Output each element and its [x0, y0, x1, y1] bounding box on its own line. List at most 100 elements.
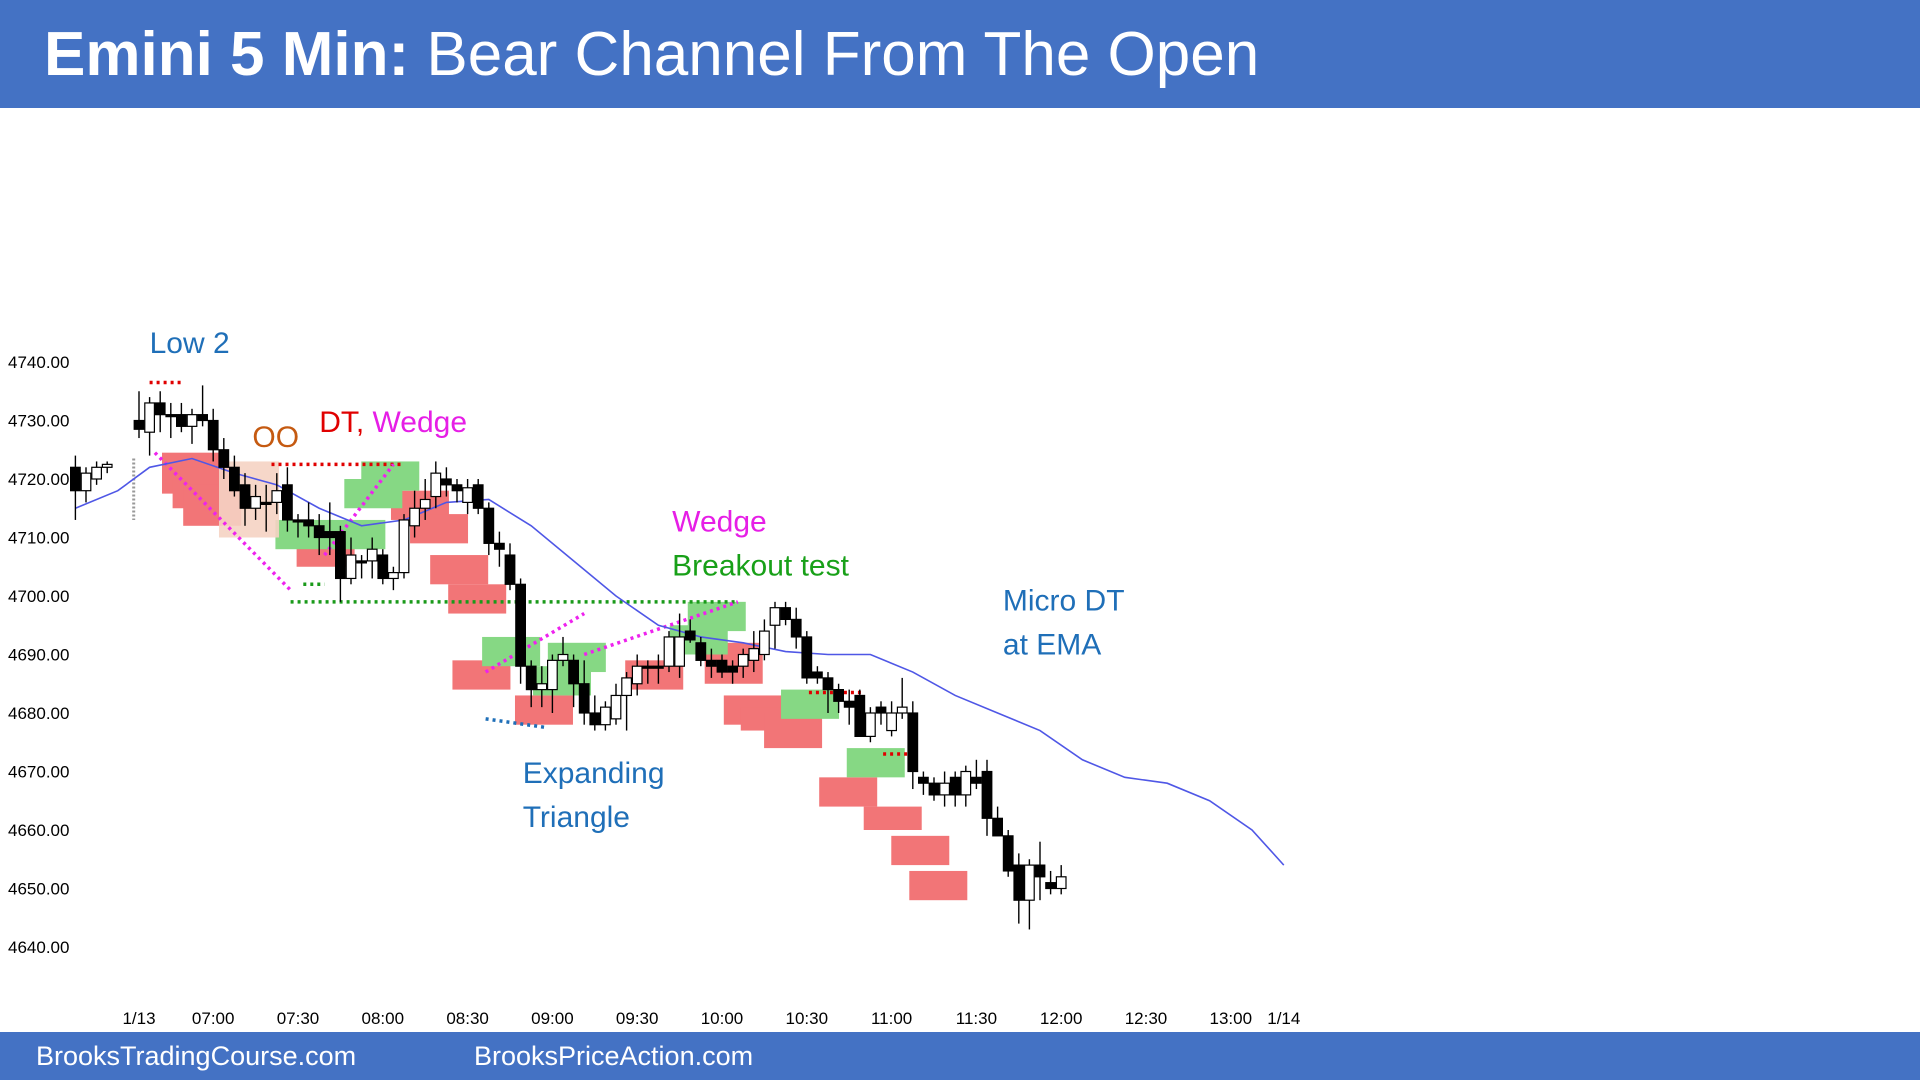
- candle: [1013, 853, 1025, 924]
- candle: [260, 484, 272, 532]
- candle-body: [388, 572, 399, 580]
- triangle-line: [485, 717, 548, 730]
- candle: [430, 461, 442, 509]
- candle: [875, 701, 887, 725]
- candle-body: [652, 665, 664, 669]
- candle: [504, 543, 516, 591]
- candle-body: [430, 472, 442, 498]
- candle-body: [1055, 876, 1067, 890]
- x-tick-label: 07:30: [277, 1009, 320, 1028]
- candle-body: [451, 484, 463, 492]
- signal-box: [514, 695, 573, 725]
- candle-body: [674, 636, 685, 667]
- candle: [917, 771, 929, 795]
- chart-annotation: Triangle: [523, 801, 630, 834]
- candle: [154, 391, 166, 433]
- title-bar: Emini 5 Min: Bear Channel From The Open: [0, 0, 1920, 108]
- x-tick-label: 10:00: [701, 1009, 744, 1028]
- candle: [1034, 841, 1046, 901]
- trend-lines: [132, 380, 916, 756]
- candle: [366, 537, 378, 579]
- candle: [684, 619, 696, 643]
- candle-body: [282, 484, 293, 521]
- candle-body: [928, 782, 940, 796]
- candle-body: [483, 507, 495, 544]
- candle-body: [165, 414, 177, 418]
- candle: [970, 759, 982, 790]
- candle: [398, 514, 410, 579]
- candle: [472, 479, 484, 515]
- y-tick-label: 4670.00: [8, 763, 69, 782]
- candle: [716, 654, 728, 678]
- x-tick-label: 09:30: [616, 1009, 659, 1028]
- candle-body: [886, 712, 897, 732]
- candles: [69, 385, 1067, 930]
- candle-body: [780, 607, 791, 621]
- candle: [1055, 865, 1067, 895]
- candle-body: [875, 706, 887, 714]
- candle-body: [758, 630, 770, 656]
- candle: [271, 473, 283, 515]
- candle: [186, 408, 198, 444]
- candle: [165, 402, 177, 439]
- candle: [652, 654, 664, 684]
- candle: [992, 806, 1003, 837]
- candle: [250, 484, 262, 520]
- chart-annotation: Breakout test: [672, 550, 849, 583]
- candle-body: [695, 642, 707, 661]
- candle: [896, 677, 908, 719]
- signal-box: [863, 806, 922, 830]
- candle: [1023, 859, 1035, 930]
- candle: [388, 566, 399, 591]
- candle-body: [91, 466, 103, 480]
- signal-box: [430, 555, 489, 585]
- candle-body: [822, 677, 834, 691]
- candle-body: [462, 487, 473, 503]
- candle: [377, 549, 389, 585]
- candle-body: [854, 694, 866, 738]
- page-title-bold: Emini 5 Min:: [44, 20, 410, 89]
- signal-box: [781, 689, 840, 719]
- candle: [197, 385, 209, 427]
- x-tick-label: 08:30: [446, 1009, 489, 1028]
- candle-body: [207, 419, 219, 451]
- signal-box: [819, 777, 878, 807]
- candle-body: [69, 466, 81, 492]
- page-title-rest: Bear Channel From The Open: [409, 20, 1260, 89]
- candle: [695, 636, 707, 667]
- candle-body: [716, 659, 728, 673]
- candle-body: [197, 414, 209, 422]
- y-tick-label: 4640.00: [8, 938, 69, 957]
- candle-body: [811, 671, 823, 679]
- candle: [833, 683, 844, 713]
- candle-body: [621, 677, 632, 697]
- candle-body: [1002, 835, 1014, 872]
- candle: [292, 514, 304, 538]
- y-tick-label: 4660.00: [8, 821, 69, 840]
- candle: [621, 672, 632, 731]
- y-tick-label: 4680.00: [8, 704, 69, 723]
- chart-annotation: Micro DT: [1003, 585, 1125, 618]
- candle: [610, 683, 622, 725]
- y-tick-label: 4730.00: [8, 412, 69, 431]
- candle-body: [133, 419, 145, 430]
- y-tick-label: 4650.00: [8, 880, 69, 899]
- candle: [303, 502, 314, 538]
- x-tick-label: 13:00: [1210, 1009, 1253, 1028]
- wedge-line-3: [484, 612, 586, 674]
- x-tick-label: 12:30: [1125, 1009, 1168, 1028]
- candle: [631, 654, 643, 696]
- candle-body: [303, 519, 314, 527]
- overnight-candle: [101, 461, 113, 474]
- candle: [589, 695, 601, 731]
- chart-annotation: OO: [252, 421, 299, 454]
- candle: [801, 631, 813, 684]
- candle-body: [960, 770, 972, 796]
- candle-body: [896, 706, 908, 714]
- chart-annotation: Wedge: [672, 506, 767, 539]
- candle: [642, 660, 654, 684]
- candle-body: [557, 653, 569, 661]
- candle-body: [992, 817, 1003, 837]
- signal-box: [482, 636, 541, 667]
- chart-annotation-dt-wedge: DT, Wedge: [319, 406, 467, 439]
